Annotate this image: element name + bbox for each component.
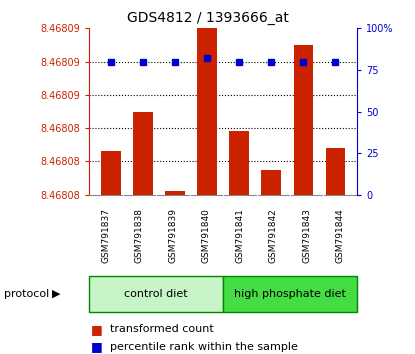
FancyBboxPatch shape bbox=[89, 276, 223, 312]
Bar bbox=[325, 148, 345, 195]
Bar bbox=[261, 170, 281, 195]
Text: GSM791843: GSM791843 bbox=[302, 208, 311, 263]
Text: GSM791841: GSM791841 bbox=[235, 208, 244, 263]
Text: GSM791844: GSM791844 bbox=[336, 208, 345, 263]
Text: GSM791842: GSM791842 bbox=[269, 208, 278, 263]
Text: percentile rank within the sample: percentile rank within the sample bbox=[110, 342, 298, 352]
Text: high phosphate diet: high phosphate diet bbox=[234, 289, 346, 299]
Text: transformed count: transformed count bbox=[110, 324, 214, 334]
Text: protocol: protocol bbox=[4, 289, 49, 299]
Bar bbox=[229, 131, 249, 195]
Bar bbox=[101, 152, 121, 195]
Text: control diet: control diet bbox=[124, 289, 188, 299]
Text: GSM791837: GSM791837 bbox=[101, 208, 110, 263]
Text: ▶: ▶ bbox=[52, 289, 60, 299]
Text: ■: ■ bbox=[91, 341, 103, 353]
Bar bbox=[293, 45, 313, 195]
Text: GSM791840: GSM791840 bbox=[202, 208, 211, 263]
FancyBboxPatch shape bbox=[223, 276, 357, 312]
Text: GSM791839: GSM791839 bbox=[168, 208, 177, 263]
Text: GSM791838: GSM791838 bbox=[135, 208, 144, 263]
Bar bbox=[198, 28, 217, 195]
Bar bbox=[166, 192, 185, 195]
Text: ■: ■ bbox=[91, 323, 103, 336]
Bar bbox=[133, 112, 153, 195]
Text: GDS4812 / 1393666_at: GDS4812 / 1393666_at bbox=[127, 11, 288, 25]
